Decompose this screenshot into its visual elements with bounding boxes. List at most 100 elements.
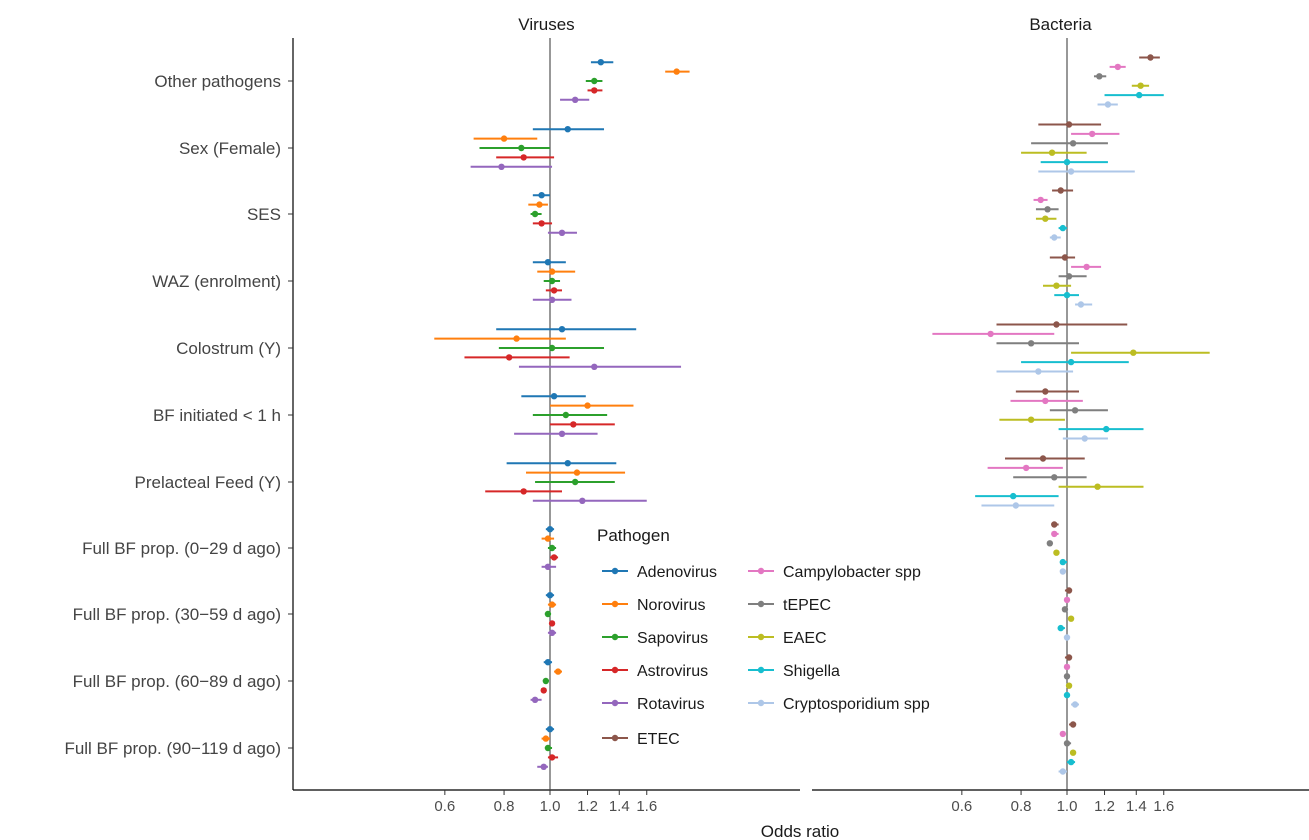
x-tick-label: 0.8 (494, 798, 515, 815)
legend-label: Campylobacter spp (783, 564, 921, 581)
estimate-point (1063, 291, 1071, 299)
estimate-point (584, 402, 591, 409)
panels: Viruses 0.6 0.8 1.0 1.2 1.4 1.6 Bacteria 0.6 0.8 1… (288, 15, 1309, 815)
x-tick-label: 1.2 (1094, 798, 1115, 815)
estimate-point (558, 229, 566, 236)
estimate-point (1063, 158, 1071, 166)
legend-label: Norovirus (637, 597, 705, 614)
row-labels: Other pathogens Sex (Female) SES WAZ (enrol… (64, 72, 281, 758)
estimate-point (1065, 121, 1073, 128)
estimate-point (505, 354, 513, 361)
estimate-point (1067, 758, 1075, 766)
row-label: WAZ (enrolment) (152, 272, 281, 291)
estimate-point (1059, 558, 1067, 566)
estimate-point (1059, 730, 1067, 738)
estimate-point (1044, 206, 1051, 213)
legend-item: Shigella (748, 663, 840, 680)
legend-item: Adenovirus (602, 564, 717, 581)
estimate-point (1027, 340, 1035, 347)
legend-label: Sapovirus (637, 630, 708, 647)
legend-key-point (611, 567, 619, 575)
series-shigella (975, 91, 1164, 766)
estimate-point (1012, 502, 1020, 509)
estimate-point (1063, 691, 1071, 699)
estimate-point (1063, 740, 1071, 747)
estimate-point (1088, 130, 1096, 138)
estimate-point (544, 535, 552, 542)
estimate-point (1048, 149, 1056, 156)
legend-key-point (611, 699, 619, 707)
estimate-point (520, 154, 527, 161)
estimate-point (1039, 455, 1047, 462)
estimate-point (531, 210, 539, 218)
estimate-point (548, 268, 556, 275)
estimate-point (987, 330, 994, 338)
estimate-point (538, 220, 545, 227)
legend-item: Norovirus (602, 597, 705, 614)
panel-bacteria: Bacteria 0.6 0.8 1.0 1.2 1.4 1.6 (812, 15, 1309, 815)
estimate-point (540, 687, 547, 694)
legend-title: Pathogen (597, 526, 670, 545)
estimate-point (1022, 464, 1030, 472)
legend-key-point (757, 567, 765, 575)
estimate-point (1065, 654, 1073, 661)
estimate-point (1063, 596, 1071, 604)
legend-key-point (757, 699, 765, 707)
legend-key-point (611, 633, 619, 641)
legend-item: Astrovirus (602, 663, 708, 680)
estimate-point (548, 754, 556, 761)
estimate-point (1065, 587, 1073, 594)
x-tick-label: 1.4 (609, 798, 630, 815)
estimate-point (1104, 101, 1112, 108)
row-label: BF initiated < 1 h (153, 406, 281, 425)
estimate-point (548, 296, 556, 303)
row-label: SES (247, 205, 281, 224)
estimate-point (550, 554, 558, 561)
x-tick-label: 0.8 (1011, 798, 1032, 815)
estimate-point (1059, 768, 1067, 775)
estimate-point (1065, 682, 1073, 689)
estimate-point (1059, 568, 1067, 575)
estimate-point (1130, 349, 1137, 356)
legend-key-point (611, 666, 619, 674)
legend-label: Cryptosporidium spp (783, 696, 930, 713)
estimate-point (1067, 615, 1075, 622)
row-label: Prelacteal Feed (Y) (135, 473, 281, 492)
legend-key-point (757, 666, 765, 674)
legend-label: Rotavirus (637, 696, 705, 713)
estimate-point (1057, 187, 1064, 194)
estimate-point (554, 668, 562, 675)
series-sapovirus (479, 77, 615, 752)
estimate-point (544, 563, 552, 570)
estimate-point (1063, 634, 1071, 641)
estimate-point (1035, 368, 1042, 375)
estimate-point (548, 544, 556, 552)
legend: Pathogen Adenovirus Norovirus Sapovirus Ast… (597, 526, 930, 748)
estimate-point (562, 411, 570, 419)
estimate-point (1053, 321, 1060, 328)
series-adenovirus (496, 59, 637, 733)
estimate-point (1053, 282, 1060, 289)
estimate-point (1051, 234, 1058, 241)
estimate-point (1135, 91, 1143, 99)
estimate-point (673, 68, 680, 75)
estimate-point (1069, 749, 1077, 756)
estimate-point (1081, 435, 1088, 442)
estimate-point (1061, 254, 1069, 261)
estimate-point (544, 659, 552, 666)
estimate-point (544, 610, 552, 618)
panel-title: Bacteria (1029, 15, 1092, 34)
estimate-point (1042, 388, 1049, 395)
x-tick-label: 0.6 (434, 798, 455, 815)
estimate-point (1037, 196, 1044, 204)
estimate-point (1042, 397, 1049, 405)
estimate-point (1053, 549, 1060, 556)
legend-item: ETEC (602, 731, 680, 748)
series-eaec (999, 82, 1210, 756)
estimate-point (536, 201, 543, 208)
row-label: Full BF prop. (60−89 d ago) (73, 672, 281, 691)
estimate-point (1027, 416, 1035, 423)
estimate-point (1061, 606, 1069, 613)
estimate-point (520, 488, 527, 495)
estimate-point (1051, 521, 1058, 528)
